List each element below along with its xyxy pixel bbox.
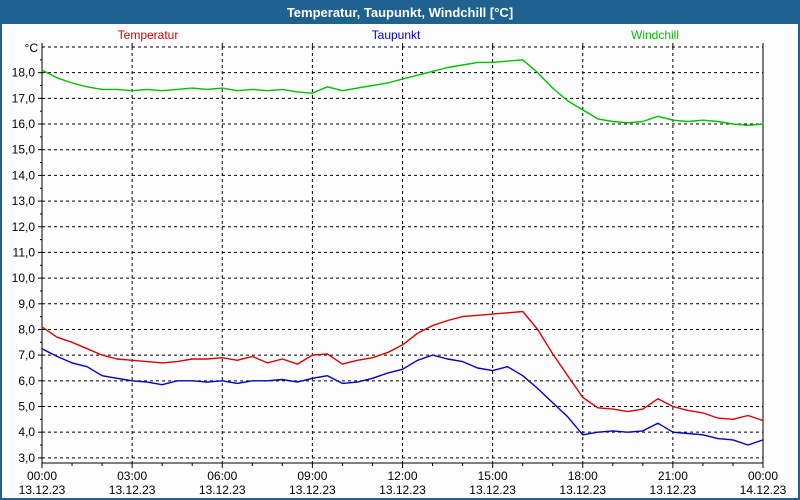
y-tick-label: 6,0: [18, 374, 35, 388]
y-tick-label: 7,0: [18, 348, 35, 362]
y-tick-label: 13,0: [12, 194, 36, 208]
x-tick-time-label: 21:00: [658, 469, 688, 483]
x-tick-time-label: 06:00: [207, 469, 237, 483]
x-tick-date-label: 13.12.23: [650, 483, 697, 497]
y-tick-label: 12,0: [12, 220, 36, 234]
y-tick-label: 8,0: [18, 322, 35, 336]
y-tick-label: 18,0: [12, 66, 36, 80]
x-tick-time-label: 12:00: [387, 469, 417, 483]
x-tick-date-label: 13.12.23: [379, 483, 426, 497]
series-line-temperatur: [41, 310, 764, 422]
x-tick-date-label: 13.12.23: [559, 483, 606, 497]
x-tick-time-label: 03:00: [117, 469, 147, 483]
x-tick-time-label: 09:00: [297, 469, 327, 483]
legend-item-taupunkt: Taupunkt: [371, 28, 421, 42]
y-tick-label: 11,0: [13, 245, 36, 259]
x-tick-date-label: 13.12.23: [289, 483, 336, 497]
y-tick-label: 5,0: [18, 400, 35, 414]
x-tick-time-label: 18:00: [568, 469, 598, 483]
y-tick-label: 9,0: [18, 297, 35, 311]
x-tick-date-label: 13.12.23: [469, 483, 516, 497]
legend-item-windchill: Windchill: [630, 28, 680, 42]
x-tick-time-label: 00:00: [27, 469, 57, 483]
series-line-taupunkt: [41, 348, 764, 446]
x-tick-date-label: 13.12.23: [19, 483, 66, 497]
y-tick-label: 10,0: [12, 271, 36, 285]
x-tick-time-label: 00:00: [748, 469, 778, 483]
x-tick-date-label: 13.12.23: [109, 483, 156, 497]
y-tick-label: 4,0: [18, 425, 35, 439]
title-bar: Temperatur, Taupunkt, Windchill [°C]: [2, 2, 798, 24]
y-tick-label: 15,0: [12, 143, 36, 157]
x-tick-date-label: 14.12.23: [740, 483, 787, 497]
y-tick-label: 14,0: [12, 168, 36, 182]
y-tick-label: 17,0: [12, 91, 36, 105]
legend-item-temperatur: Temperatur: [117, 28, 179, 42]
y-axis-unit-label: °C: [24, 41, 38, 55]
x-tick-date-label: 13.12.23: [199, 483, 246, 497]
y-tick-label: 3,0: [18, 451, 35, 465]
y-tick-label: 16,0: [12, 117, 36, 131]
x-tick-time-label: 15:00: [478, 469, 508, 483]
series-line-windchill: [41, 59, 764, 127]
